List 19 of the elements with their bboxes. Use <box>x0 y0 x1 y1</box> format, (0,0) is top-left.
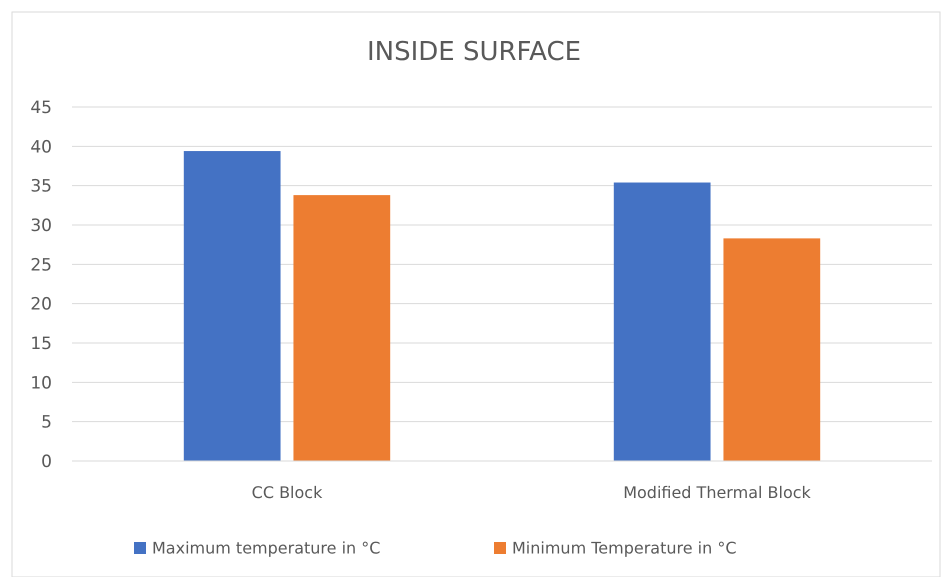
y-tick-label: 45 <box>30 98 52 118</box>
x-tick-label: Modified Thermal Block <box>623 483 812 502</box>
x-tick-label: CC Block <box>252 483 324 502</box>
y-tick-label: 15 <box>30 334 52 354</box>
y-tick-label: 10 <box>30 373 52 394</box>
y-tick-label: 35 <box>30 176 52 197</box>
legend-label: Minimum Temperature in °C <box>512 538 737 558</box>
y-tick-label: 25 <box>30 255 52 276</box>
bar <box>723 238 820 461</box>
y-tick-label: 5 <box>41 412 52 433</box>
bar <box>293 195 390 461</box>
chart-title: INSIDE SURFACE <box>366 37 582 67</box>
y-tick-label: 0 <box>41 452 52 472</box>
bar <box>614 182 711 461</box>
y-tick-label: 40 <box>30 137 52 158</box>
bar <box>184 151 281 461</box>
legend-label: Maximum temperature in °C <box>152 538 380 558</box>
y-tick-label: 20 <box>30 294 52 315</box>
y-tick-label: 30 <box>30 216 52 236</box>
